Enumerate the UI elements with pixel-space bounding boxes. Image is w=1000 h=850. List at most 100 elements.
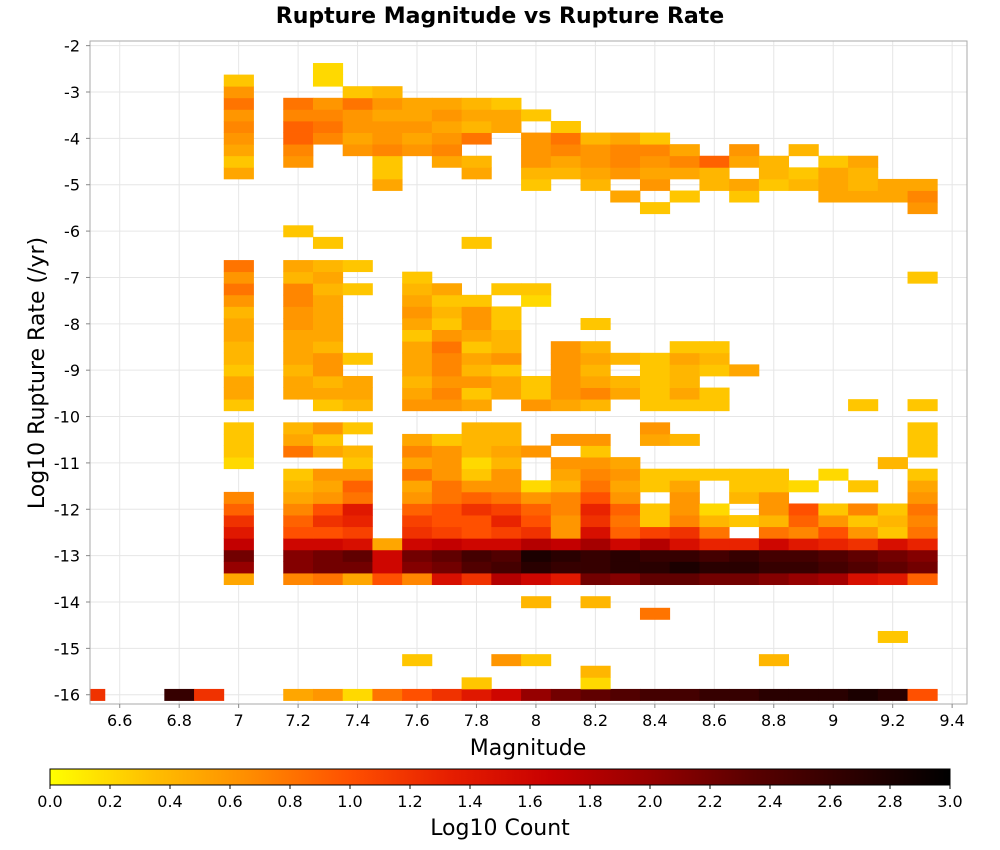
heatmap-cell (550, 341, 581, 354)
heatmap-cell (550, 491, 581, 504)
heatmap-cell (283, 352, 314, 365)
heatmap-cell (223, 352, 254, 365)
heatmap-cell (312, 688, 344, 701)
heatmap-cell (639, 167, 671, 180)
heatmap-cell (521, 109, 552, 122)
heatmap-cell (461, 480, 492, 493)
heatmap-cell (699, 387, 730, 400)
heatmap-cell (431, 399, 463, 412)
heatmap-cell (580, 433, 611, 446)
heatmap-cell (402, 283, 433, 296)
heatmap-cell (402, 294, 433, 307)
heatmap-cell (402, 503, 433, 516)
heatmap-cell (491, 364, 522, 377)
heatmap-cell (431, 515, 463, 528)
heatmap-cell (491, 573, 522, 586)
heatmap-cell (610, 375, 641, 388)
heatmap-cell (312, 433, 344, 446)
heatmap-cell (729, 573, 760, 586)
heatmap-cell (372, 155, 403, 168)
heatmap-cell (223, 399, 254, 412)
heatmap-cell (580, 596, 611, 609)
heatmap-cell (431, 468, 463, 481)
chart-title: Rupture Magnitude vs Rupture Rate (276, 4, 724, 29)
heatmap-cell (521, 294, 552, 307)
heatmap-cell (610, 480, 641, 493)
heatmap-cell (699, 167, 730, 180)
heatmap-cell (639, 422, 671, 435)
heatmap-cell (461, 294, 492, 307)
heatmap-cell (223, 97, 254, 110)
heatmap-cell (907, 688, 938, 701)
heatmap-cell (848, 167, 879, 180)
heatmap-cell (818, 573, 849, 586)
heatmap-cell (491, 688, 522, 701)
heatmap-cell (402, 387, 433, 400)
heatmap-cell (431, 97, 463, 110)
heatmap-cell (848, 503, 879, 516)
heatmap-cell (699, 503, 730, 516)
heatmap-cell (818, 190, 849, 203)
heatmap-cell (550, 480, 581, 493)
heatmap-cell (461, 491, 492, 504)
colorbar-tick-label: 2.6 (817, 792, 842, 811)
heatmap-cell (461, 526, 492, 539)
heatmap-cell (342, 526, 373, 539)
heatmap-cell (907, 561, 938, 574)
heatmap-cell (312, 538, 344, 551)
heatmap-cell (729, 515, 760, 528)
heatmap-cell (283, 445, 314, 458)
heatmap-cell (788, 167, 819, 180)
heatmap-cell (312, 561, 344, 574)
heatmap-cell (223, 387, 254, 400)
heatmap-cell (312, 97, 344, 110)
heatmap-cell (729, 561, 760, 574)
heatmap-cell (431, 457, 463, 470)
heatmap-cell (461, 236, 492, 249)
heatmap-cell (402, 688, 433, 701)
y-tick-label: -5 (64, 176, 80, 195)
heatmap-cell (610, 491, 641, 504)
heatmap-cell (402, 329, 433, 342)
heatmap-cell (312, 445, 344, 458)
heatmap-cell (491, 433, 522, 446)
colorbar-tick-label: 3.0 (937, 792, 962, 811)
heatmap-cell (283, 526, 314, 539)
heatmap-cell (431, 561, 463, 574)
colorbar-tick-label: 1.0 (337, 792, 362, 811)
heatmap-cell (372, 144, 403, 157)
heatmap-cell (758, 654, 790, 667)
heatmap-cell (639, 688, 671, 701)
heatmap-cell (610, 515, 641, 528)
heatmap-cell (699, 538, 730, 551)
heatmap-cell (402, 433, 433, 446)
heatmap-cell (848, 155, 879, 168)
heatmap-cell (639, 387, 671, 400)
heatmap-cell (758, 573, 790, 586)
heatmap-cell (342, 491, 373, 504)
heatmap-cell (312, 283, 344, 296)
heatmap-cell (372, 120, 403, 133)
heatmap-cell (402, 445, 433, 458)
heatmap-cell (461, 97, 492, 110)
heatmap-cell (283, 109, 314, 122)
heatmap-cell (877, 573, 908, 586)
heatmap-cell (729, 468, 760, 481)
heatmap-cell (669, 503, 700, 516)
heatmap-cell (521, 144, 552, 157)
heatmap-cell (788, 573, 819, 586)
heatmap-cell (342, 86, 373, 99)
y-tick-label: -15 (54, 639, 80, 658)
heatmap-cell (580, 352, 611, 365)
heatmap-cell (372, 688, 403, 701)
heatmap-cell (431, 329, 463, 342)
heatmap-cell (550, 352, 581, 365)
heatmap-cell (818, 468, 849, 481)
heatmap-cell (372, 561, 403, 574)
heatmap-cell (877, 630, 908, 643)
heatmap-cell (312, 399, 344, 412)
heatmap-cell (312, 341, 344, 354)
heatmap-cell (669, 515, 700, 528)
heatmap-cell (788, 526, 819, 539)
